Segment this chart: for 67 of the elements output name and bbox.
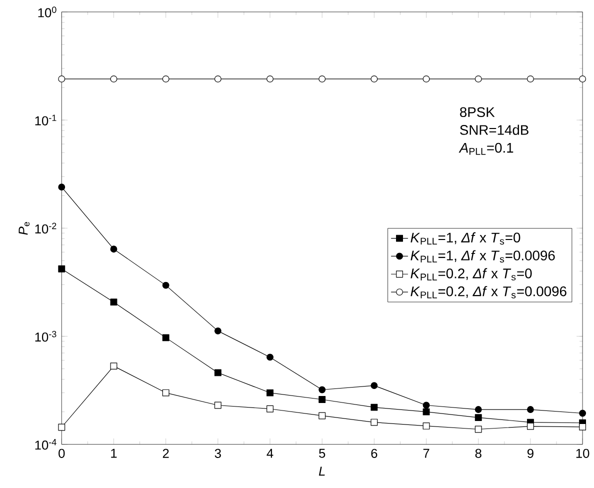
point <box>370 418 378 426</box>
point <box>162 282 170 289</box>
point <box>422 422 430 430</box>
legend-label: K$_{PLL}$=0.2, Δf x T$_{s}$=0 <box>410 268 532 280</box>
point <box>370 75 378 82</box>
point <box>579 75 586 82</box>
x-tick-label: 2 <box>162 448 169 458</box>
point <box>318 386 326 394</box>
point <box>318 75 326 82</box>
point <box>162 389 170 396</box>
point <box>370 382 378 389</box>
x-tick-label: 7 <box>423 448 430 458</box>
point <box>526 75 534 82</box>
legend-label: K$_{PLL}$=1, Δf x T$_{s}$=0.0096 <box>410 250 555 262</box>
point <box>110 298 118 306</box>
x-tick-label: 5 <box>319 448 326 458</box>
point <box>370 404 378 411</box>
annotation: SNR=14dB <box>460 124 528 135</box>
point <box>58 424 66 431</box>
x-axis-title: L <box>318 466 325 476</box>
y-tick-label: 10$^{0}$ <box>38 6 56 18</box>
point <box>214 327 222 334</box>
point <box>58 265 66 272</box>
x-tick-label: 8 <box>475 448 482 458</box>
point <box>110 246 118 253</box>
point <box>162 334 170 342</box>
x-tick-label: 6 <box>371 448 378 458</box>
point <box>422 75 430 82</box>
point <box>422 408 430 416</box>
point <box>214 75 222 82</box>
legend-label: K$_{PLL}$=0.2, Δf x T$_{s}$=0.0096 <box>410 286 566 298</box>
point <box>579 410 586 417</box>
point <box>214 369 222 376</box>
point <box>266 75 274 82</box>
point <box>266 389 274 396</box>
point <box>474 414 482 421</box>
annotation: A$_{PLL}$=0.1 <box>458 142 514 155</box>
point <box>474 406 482 413</box>
point <box>58 184 66 190</box>
y-tick-label: 10$^{-1}$ <box>35 114 56 126</box>
x-tick-label: 10 <box>576 448 590 458</box>
point <box>110 75 118 82</box>
point <box>318 396 326 403</box>
point <box>58 75 66 82</box>
point <box>110 362 118 370</box>
point <box>579 423 586 430</box>
point <box>526 406 534 413</box>
point <box>266 354 274 361</box>
point <box>214 402 222 409</box>
y-tick-label: 10$^{-3}$ <box>35 330 56 342</box>
point <box>162 75 170 82</box>
x-tick-label: 3 <box>214 448 221 458</box>
point <box>526 422 534 430</box>
x-tick-label: 9 <box>527 448 534 458</box>
y-axis-title: P$_{e}$ <box>18 222 30 235</box>
point <box>474 426 482 433</box>
legend-label: K$_{PLL}$=1, Δf x T$_{s}$=0 <box>410 232 520 245</box>
x-tick-label: 1 <box>111 448 117 458</box>
y-tick-label: 10$^{-2}$ <box>35 222 56 234</box>
annotation: 8PSK <box>460 107 495 118</box>
point <box>474 75 482 82</box>
point <box>266 405 274 412</box>
point <box>422 402 430 409</box>
x-tick-label: 0 <box>58 448 65 458</box>
y-tick-label: 10$^{-4}$ <box>35 438 56 450</box>
x-tick-label: 4 <box>266 448 274 458</box>
point <box>318 412 326 420</box>
